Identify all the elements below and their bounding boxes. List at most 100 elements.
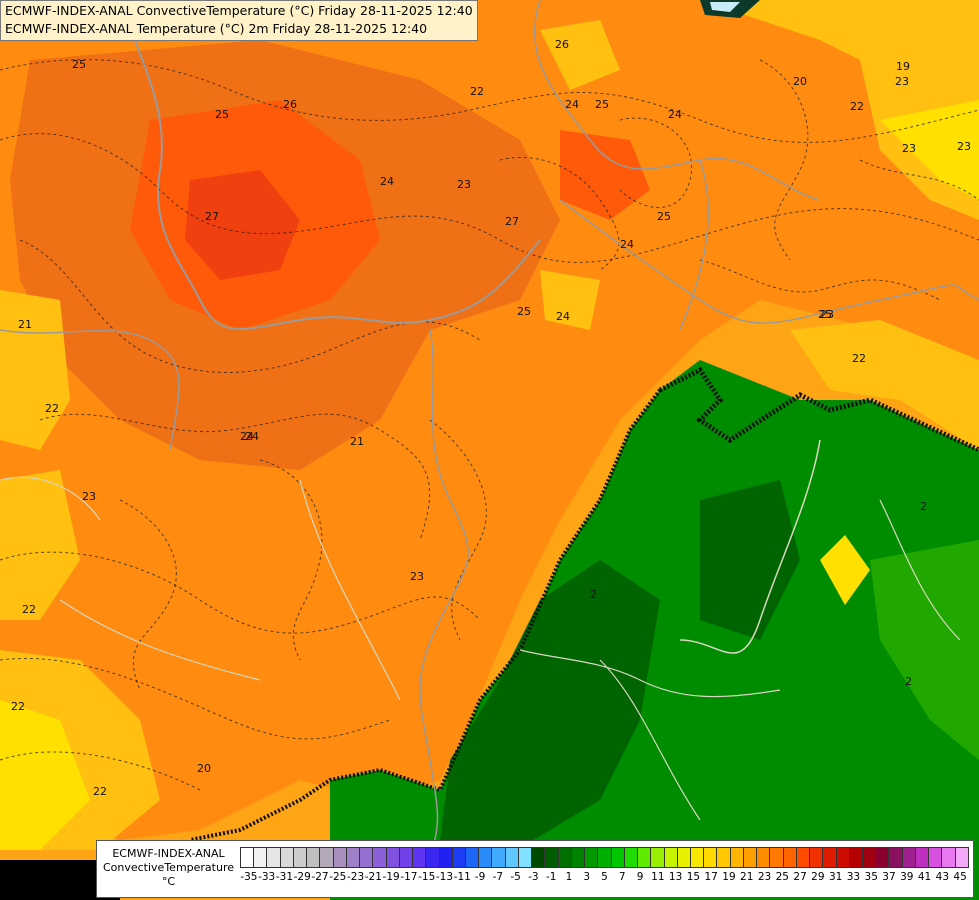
isotherm-contour [0, 59, 979, 143]
legend-tick-label: 15 [686, 871, 701, 883]
legend-tick-label: 1 [565, 871, 573, 883]
legend-tick-label: 45 [953, 871, 967, 883]
contour-value-label: 26 [555, 38, 569, 51]
isotherm-contour [0, 657, 391, 740]
country-border [559, 199, 979, 324]
legend-tick-label: 39 [900, 871, 914, 883]
legend-swatch [783, 847, 797, 868]
isotherm-contour [0, 751, 201, 791]
legend-swatch [413, 847, 427, 868]
contour-value-label: 23 [902, 142, 916, 155]
legend-variable-name: ConvectiveTemperature [102, 861, 235, 874]
contour-value-label: 24 [620, 238, 634, 251]
legend-swatch [307, 847, 321, 868]
contour-value-label: 20 [793, 75, 807, 88]
legend-swatch [320, 847, 334, 868]
legend-tick-label: -21 [364, 871, 382, 883]
contour-value-label: 23 [957, 140, 971, 153]
legend-swatch [254, 847, 268, 868]
contour-value-label: 24 [245, 430, 259, 443]
legend-swatch [876, 847, 890, 868]
legend-tick-label: 17 [704, 871, 718, 883]
legend-tick-label: 37 [882, 871, 896, 883]
isotherm-contour [759, 59, 809, 261]
legend-tick-label: -33 [258, 871, 276, 883]
legend-model-name: ECMWF-INDEX-ANAL [112, 847, 225, 860]
temperature-field-region [540, 270, 600, 330]
legend-swatch [333, 847, 347, 868]
legend-tick-label: 3 [583, 871, 591, 883]
contour-cluster-edge [189, 388, 662, 842]
contour-value-label: 25 [657, 210, 671, 223]
country-border [533, 0, 821, 201]
legend-tick-label: -29 [293, 871, 311, 883]
legend-swatch [426, 847, 440, 868]
legend-swatch [677, 847, 691, 868]
legend-swatch [690, 847, 705, 868]
temperature-field-region [820, 535, 870, 605]
legend-tick-label: 25 [775, 871, 789, 883]
legend-color-scale [240, 847, 969, 868]
contour-value-label: 23 [457, 178, 471, 191]
legend-swatch [571, 847, 586, 868]
country-border [679, 439, 821, 654]
contour-value-label: 22 [93, 785, 107, 798]
legend-swatch [558, 847, 572, 868]
legend-swatch [743, 847, 758, 868]
legend-swatch [452, 847, 466, 868]
legend-swatch [465, 847, 480, 868]
isotherm-contour [429, 419, 487, 641]
legend-swatch [823, 847, 837, 868]
isotherm-contour [499, 156, 620, 271]
country-border [299, 479, 401, 701]
legend-swatch [360, 847, 374, 868]
temperature-field-region [0, 290, 70, 450]
legend-tick-label: 5 [601, 871, 608, 883]
isotherm-contour [699, 259, 941, 301]
legend-tick-label: 27 [793, 871, 807, 883]
legend-tick-label: -5 [510, 871, 521, 883]
legend-swatch [929, 847, 943, 868]
temperature-field-region [790, 320, 979, 450]
legend-tick-label: -13 [435, 871, 454, 883]
legend-tick-label: 7 [618, 871, 626, 883]
contour-value-label: 22 [22, 603, 36, 616]
legend-swatch [293, 847, 308, 868]
contour-value-label: 25 [595, 98, 609, 111]
legend-swatch [717, 847, 731, 868]
contour-value-label: 20 [197, 762, 211, 775]
legend-swatch [730, 847, 744, 868]
contour-value-label: 23 [895, 75, 909, 88]
legend-swatch [399, 847, 414, 868]
temperature-field-region [700, 480, 800, 640]
color-legend: ECMWF-INDEX-ANAL ConvectiveTemperature °… [96, 840, 974, 898]
legend-swatch [545, 847, 559, 868]
legend-tick-label: 33 [846, 871, 861, 883]
temperature-field-region [560, 130, 650, 220]
temperature-field-region [0, 470, 80, 620]
legend-tick-label: 11 [651, 871, 665, 883]
legend-tick-label: -11 [453, 871, 471, 883]
legend-swatch [611, 847, 625, 868]
country-border [0, 329, 180, 451]
country-borders-layer [0, 0, 979, 861]
legend-tick-label: -27 [311, 871, 329, 883]
legend-swatch [346, 847, 361, 868]
legend-tick-label: -23 [346, 871, 365, 883]
contour-value-label: 21 [18, 318, 32, 331]
legend-tick-label: -7 [492, 871, 504, 883]
legend-swatch [942, 847, 956, 868]
contour-value-label: 22 [11, 700, 25, 713]
legend-tick-label: 31 [828, 871, 843, 883]
country-border [519, 649, 781, 698]
legend-swatch [704, 847, 718, 868]
contour-value-label: 22 [470, 85, 484, 98]
legend-tick-label: 13 [668, 871, 683, 883]
contour-value-label: 22 [852, 352, 866, 365]
legend-tick-label: 19 [722, 871, 736, 883]
isotherm-contour [19, 239, 481, 373]
legend-swatch [664, 847, 678, 868]
legend-title: ECMWF-INDEX-ANAL ConvectiveTemperature °… [101, 847, 236, 889]
contour-value-label: 23 [820, 308, 834, 321]
